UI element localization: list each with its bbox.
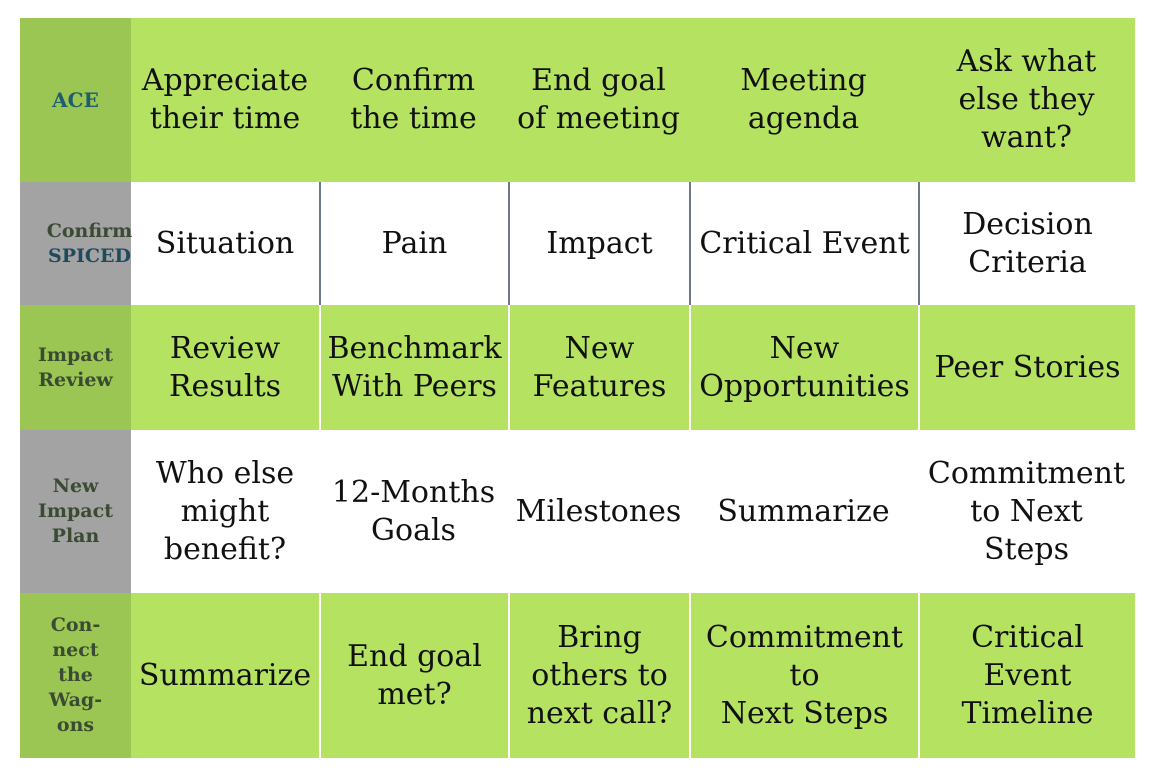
- cell-plan-4: Summarize: [689, 430, 918, 593]
- row-label-confirm: Confirm: [46, 219, 133, 242]
- cell-plan-5: Commitment to Next Steps: [918, 430, 1135, 593]
- cell-spiced-3: Impact: [508, 182, 689, 305]
- cell-connect-4: Commitment to Next Steps: [689, 593, 918, 758]
- cell-spiced-5: Decision Criteria: [918, 182, 1135, 305]
- cell-review-2: Benchmark With Peers: [319, 305, 508, 430]
- cell-ace-4: Meeting agenda: [689, 18, 918, 182]
- cell-connect-3: Bring others to next call?: [508, 593, 689, 758]
- row-label-confirm-spiced: Confirm SPICED: [20, 182, 133, 305]
- cell-review-4: New Opportunities: [689, 305, 918, 430]
- cell-plan-3: Milestones: [508, 430, 689, 593]
- cell-spiced-1: Situation: [131, 182, 319, 305]
- cell-review-5: Peer Stories: [918, 305, 1135, 430]
- cell-connect-1: Summarize: [131, 593, 319, 758]
- cell-ace-3: End goal of meeting: [508, 18, 689, 182]
- row-label-connect-the-wagons: Con- nect the Wag- ons: [20, 593, 131, 758]
- sales-framework-table: ACE Appreciate their time Confirm the ti…: [20, 18, 1135, 758]
- cell-ace-1: Appreciate their time: [131, 18, 319, 182]
- cell-plan-2: 12-Months Goals: [319, 430, 508, 593]
- cell-ace-2: Confirm the time: [319, 18, 508, 182]
- cell-ace-5: Ask what else they want?: [918, 18, 1135, 182]
- cell-spiced-4: Critical Event: [689, 182, 918, 305]
- row-label-new-impact-plan: New Impact Plan: [20, 430, 131, 593]
- cell-connect-2: End goal met?: [319, 593, 508, 758]
- row-label-impact-review: Impact Review: [20, 305, 131, 430]
- cell-review-3: New Features: [508, 305, 689, 430]
- cell-plan-1: Who else might benefit?: [131, 430, 319, 593]
- cell-review-1: Review Results: [131, 305, 319, 430]
- cell-connect-5: Critical Event Timeline: [918, 593, 1135, 758]
- cell-spiced-2: Pain: [319, 182, 508, 305]
- row-label-ace: ACE: [20, 18, 131, 182]
- row-label-spiced: SPICED: [48, 244, 131, 267]
